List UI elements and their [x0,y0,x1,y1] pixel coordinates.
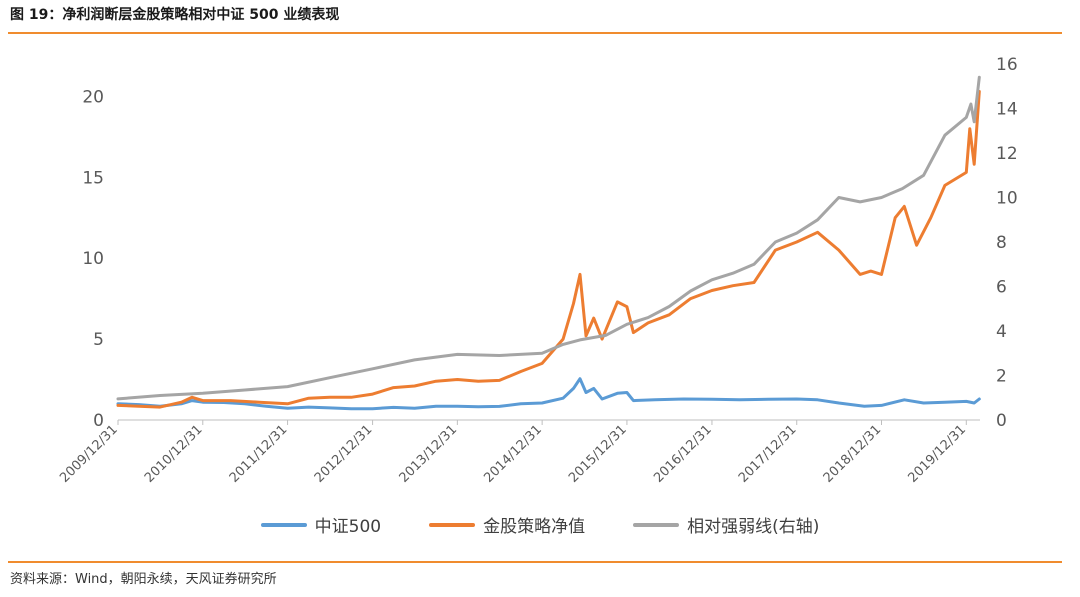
chart-area: 0 5 10 15 20 0 2 4 6 8 10 12 14 16 2009/12/31 2010/12/3… [57,55,1018,486]
legend-label: 中证500 [314,517,382,537]
y-right-tick-label: 16 [996,55,1018,75]
chart-legend: 中证500 金股策略净值 相对强弱线(右轴) [0,512,1080,537]
y-right-tick-label: 4 [996,322,1007,342]
x-tick-label: 2018/12/31 [821,422,885,486]
y-left-tick-label: 10 [82,249,104,269]
x-tick-label: 2016/12/31 [651,422,715,486]
legend-item: 中证500 [260,512,382,537]
x-tick-label: 2011/12/31 [227,422,291,486]
x-tick-label: 2014/12/31 [481,422,545,486]
x-tick-label: 2019/12/31 [906,422,970,486]
bottom-rule [8,561,1062,563]
chart-series-layer [116,75,981,411]
legend-label: 相对强弱线(右轴) [687,517,820,537]
series-line-3 [116,75,981,401]
y-left-tick-label: 5 [93,330,104,350]
legend-label: 金股策略净值 [483,517,586,537]
y-right-tick-label: 0 [996,411,1007,431]
legend-item: 金股策略净值 [429,512,585,537]
top-rule [8,32,1062,34]
x-tick-label: 2015/12/31 [566,422,630,486]
series-line-1 [116,377,981,411]
legend-swatch [260,522,307,527]
x-tick-label: 2009/12/31 [57,422,121,486]
legend-swatch [633,522,680,527]
x-tick-label: 2012/12/31 [312,422,376,486]
legend-swatch [429,522,476,527]
y-right-tick-label: 14 [996,100,1018,120]
x-tick-label: 2017/12/31 [736,422,800,486]
x-tick-label: 2010/12/31 [142,422,206,486]
series-line-2 [116,90,981,409]
y-left-tick-label: 20 [82,87,104,107]
y-right-tick-label: 8 [996,233,1007,253]
y-left-tick-label: 0 [93,411,104,431]
y-right-tick-label: 10 [996,189,1018,209]
y-right-tick-label: 6 [996,278,1007,298]
legend-item: 相对强弱线(右轴) [633,512,819,537]
figure-title: 图 19：净利润断层金股策略相对中证 500 业绩表现 [10,7,340,23]
source-note: 资料来源：Wind，朝阳永续，天风证券研究所 [10,572,277,587]
y-right-tick-label: 12 [996,144,1018,164]
y-left-tick-label: 15 [82,168,104,188]
y-right-tick-label: 2 [996,367,1007,387]
x-tick-label: 2013/12/31 [397,422,461,486]
